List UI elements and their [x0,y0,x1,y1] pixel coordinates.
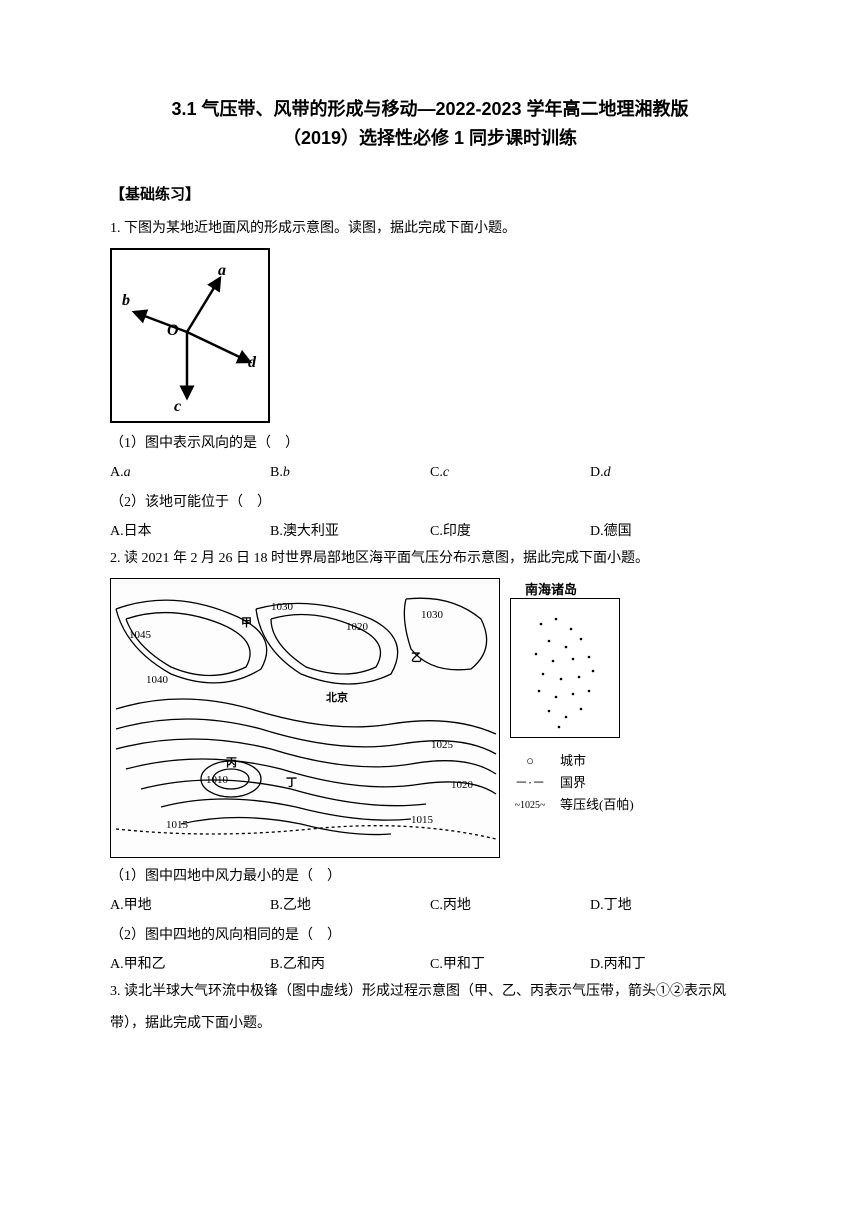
q2-sub1-options: A.甲地 B.乙地 C.丙地 D.丁地 [110,893,750,920]
inset-dots-svg [511,599,621,739]
q2-stem: 2. 读 2021 年 2 月 26 日 18 时世界局部地区海平面气压分布示意… [110,546,750,573]
label-bing: 丙 [226,754,237,770]
iso-1020b: 1020 [451,779,473,791]
section-heading: 【基础练习】 [110,183,750,204]
q1-sub1-options: A.a B.b C.c D.d [110,460,750,487]
q2-sub2: （2）图中四地的风向相同的是（ ） [110,923,750,950]
label-a: a [218,262,226,280]
label-d: d [248,354,256,372]
label-beijing: 北京 [326,689,348,705]
iso-1040: 1040 [146,674,168,686]
label-yi: 乙 [411,649,422,665]
border-symbol: －·－ [510,772,550,794]
iso-1030b: 1030 [421,609,443,621]
q1-stem: 1. 下图为某地近地面风的形成示意图。读图，据此完成下面小题。 [110,216,750,243]
q1-sub2: （2）该地可能位于（ ） [110,490,750,517]
q1s1-d: D.d [590,460,750,487]
q2-sub1: （1）图中四地中风力最小的是（ ） [110,864,750,891]
q1-figure: a b c d O [110,248,270,423]
label-c: c [174,398,181,416]
q1s2-b: B.澳大利亚 [270,519,430,546]
iso-1010: 1010 [206,774,228,786]
label-b: b [122,292,130,310]
iso-1045: 1045 [129,629,151,641]
q2s1-d: D.丁地 [590,893,750,920]
q1s2-d: D.德国 [590,519,750,546]
label-ding: 丁 [286,774,297,790]
border-label: 国界 [560,772,586,794]
iso-1020a: 1020 [346,621,368,633]
iso-1015b: 1015 [166,819,188,831]
q1s1-a: A.a [110,460,270,487]
label-o: O [167,322,179,340]
document-title: 3.1 气压带、风带的形成与移动—2022-2023 学年高二地理湘教版 （20… [110,95,750,153]
q2-map: 1045 1040 1030 1020 1030 1025 1020 1015 … [110,578,500,858]
q1s1-b: B.b [270,460,430,487]
q1-sub1: （1）图中表示风向的是（ ） [110,431,750,458]
q2-sub2-options: A.甲和乙 B.乙和丙 C.甲和丁 D.丙和丁 [110,952,750,979]
q2s2-b: B.乙和丙 [270,952,430,979]
q2-sidebar: 南海诸岛 [510,578,634,816]
legend-isobar: ~1025~ 等压线(百帕) [510,794,634,816]
iso-1015: 1015 [411,814,433,826]
q1s2-c: C.印度 [430,519,590,546]
q2-map-container: 1045 1040 1030 1020 1030 1025 1020 1015 … [110,578,750,858]
isobar-label: 等压线(百帕) [560,794,634,816]
iso-1030a: 1030 [271,601,293,613]
q1s1-c: C.c [430,460,590,487]
q2s2-d: D.丙和丁 [590,952,750,979]
q2s1-b: B.乙地 [270,893,430,920]
q3-stem-l1: 3. 读北半球大气环流中极锋（图中虚线）形成过程示意图（甲、乙、丙表示气压带，箭… [110,979,750,1006]
q1-sub2-options: A.日本 B.澳大利亚 C.印度 D.德国 [110,519,750,546]
q2s2-a: A.甲和乙 [110,952,270,979]
south-sea-inset: 南海诸岛 [510,598,620,738]
map-legend: ○ 城市 －·－ 国界 ~1025~ 等压线(百帕) [510,750,634,816]
q1s2-a: A.日本 [110,519,270,546]
q2s1-a: A.甲地 [110,893,270,920]
q2s2-c: C.甲和丁 [430,952,590,979]
iso-1025: 1025 [431,739,453,751]
city-symbol: ○ [510,750,550,772]
inset-title: 南海诸岛 [525,579,577,598]
wind-arrows-svg [112,250,268,421]
legend-city: ○ 城市 [510,750,634,772]
city-label: 城市 [560,750,586,772]
q3-stem-l2: 带），据此完成下面小题。 [110,1011,750,1038]
legend-border: －·－ 国界 [510,772,634,794]
q2s1-c: C.丙地 [430,893,590,920]
isobar-symbol: ~1025~ [510,797,550,814]
label-jia: 甲 [241,614,252,630]
title-line-1: 3.1 气压带、风带的形成与移动—2022-2023 学年高二地理湘教版 [110,95,750,124]
title-line-2: （2019）选择性必修 1 同步课时训练 [110,124,750,153]
